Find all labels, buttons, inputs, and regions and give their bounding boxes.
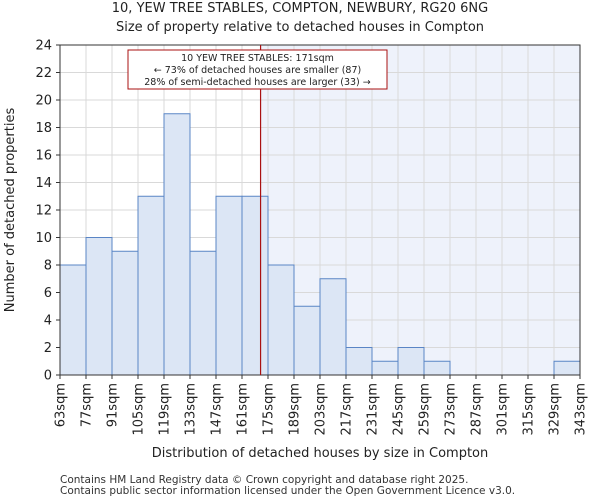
bar — [241, 195, 269, 376]
bar — [163, 113, 191, 376]
x-tick-label: 217sqm — [340, 383, 355, 436]
x-axis-label: Distribution of detached houses by size … — [152, 446, 488, 461]
annotation-text: 10 YEW TREE STABLES: 171sqm — [181, 53, 334, 64]
footer-line-2: Contains public sector information licen… — [60, 485, 515, 497]
bar — [345, 347, 373, 376]
x-tick-label: 63sqm — [54, 383, 69, 427]
x-tick-label: 301sqm — [496, 383, 511, 436]
x-tick-label: 231sqm — [366, 383, 381, 436]
bar — [59, 264, 87, 376]
x-tick-label: 133sqm — [184, 383, 199, 436]
y-tick-label: 16 — [35, 149, 52, 164]
x-tick-label: 119sqm — [158, 383, 173, 436]
bar — [85, 237, 113, 376]
bar — [267, 264, 295, 376]
bar — [319, 278, 347, 376]
bar — [423, 360, 451, 376]
y-tick-label: 6 — [44, 286, 52, 301]
x-tick-label: 189sqm — [288, 383, 303, 436]
x-tick-label: 147sqm — [210, 383, 225, 436]
x-tick-label: 343sqm — [574, 383, 589, 436]
bar — [215, 195, 243, 376]
bar — [293, 305, 321, 376]
y-tick-label: 14 — [35, 176, 52, 191]
y-tick-label: 22 — [35, 66, 52, 81]
bar — [111, 250, 139, 376]
y-tick-label: 24 — [35, 39, 52, 54]
annotation-box — [127, 49, 388, 90]
bar — [189, 250, 217, 376]
x-tick-label: 315sqm — [522, 383, 537, 436]
y-tick-label: 18 — [35, 121, 52, 136]
footer-line-1: Contains HM Land Registry data © Crown c… — [60, 474, 468, 486]
x-tick-label: 273sqm — [444, 383, 459, 436]
y-tick-label: 2 — [44, 341, 52, 356]
bar — [553, 360, 581, 376]
bar — [371, 360, 399, 376]
x-tick-label: 287sqm — [470, 383, 485, 436]
y-tick-label: 4 — [44, 314, 52, 329]
chart-title: 10, YEW TREE STABLES, COMPTON, NEWBURY, … — [112, 1, 488, 16]
x-tick-label: 105sqm — [132, 383, 147, 436]
annotation-text: 28% of semi-detached houses are larger (… — [144, 77, 371, 88]
x-tick-label: 161sqm — [236, 383, 251, 436]
y-tick-label: 8 — [44, 259, 52, 274]
x-tick-label: 175sqm — [262, 383, 277, 436]
annotation-text: ← 73% of detached houses are smaller (87… — [154, 65, 361, 76]
chart-subtitle: Size of property relative to detached ho… — [116, 20, 484, 35]
x-tick-label: 91sqm — [106, 383, 121, 427]
y-tick-label: 10 — [35, 231, 52, 246]
bar — [397, 347, 425, 376]
x-tick-label: 203sqm — [314, 383, 329, 436]
y-axis-label: Number of detached properties — [3, 108, 18, 313]
y-tick-label: 20 — [35, 94, 52, 109]
x-tick-label: 245sqm — [392, 383, 407, 436]
x-tick-label: 259sqm — [418, 383, 433, 436]
x-tick-label: 77sqm — [80, 383, 95, 427]
bar — [137, 195, 165, 376]
y-tick-label: 12 — [35, 204, 52, 219]
y-tick-label: 0 — [44, 369, 52, 384]
x-tick-label: 329sqm — [548, 383, 563, 436]
